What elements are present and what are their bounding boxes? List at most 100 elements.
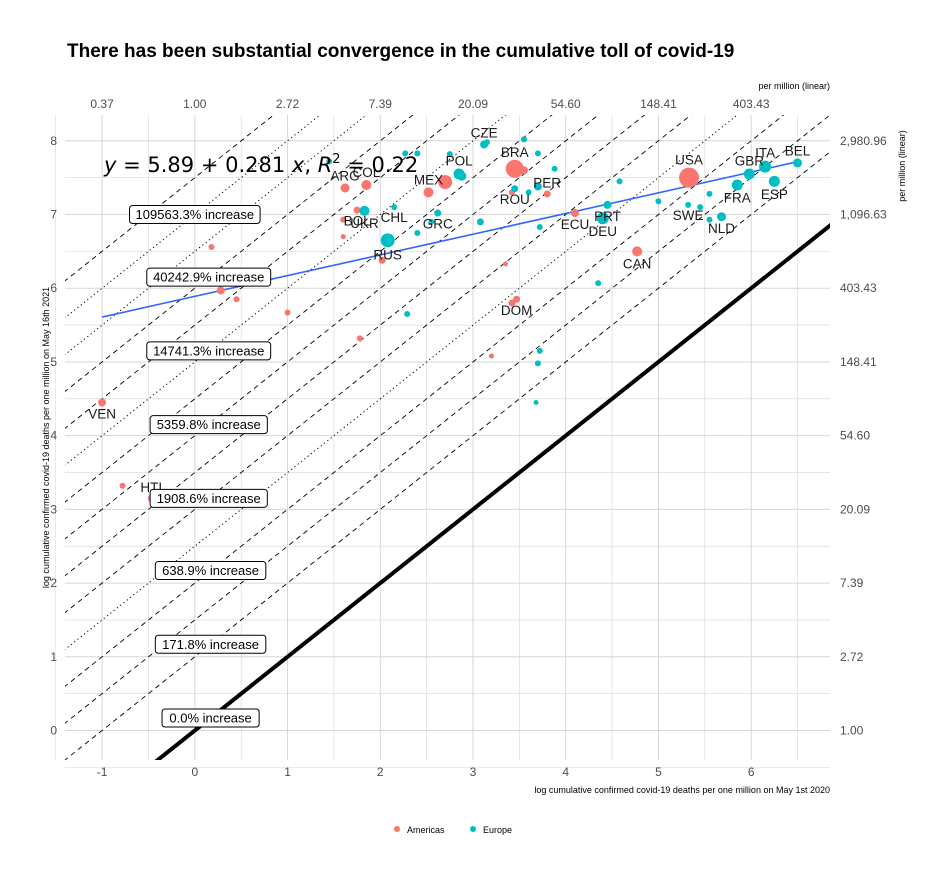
increase-label-box [154, 634, 267, 654]
data-points [98, 136, 803, 502]
point-label: ITA [755, 146, 775, 161]
increase-label: 40242.9% increase [146, 267, 272, 287]
point-label: ROU [500, 192, 530, 207]
y2-axis-label: per million (linear) [897, 130, 907, 202]
data-point [679, 167, 700, 188]
reference-line [65, 115, 692, 614]
y-axis-label: log cumulative confirmed covid-19 deaths… [41, 287, 51, 588]
data-point [476, 218, 484, 226]
x2-tick-label: 403.43 [733, 97, 770, 111]
data-point [98, 398, 107, 407]
data-point [359, 205, 370, 216]
point-label: RUS [373, 247, 402, 262]
data-point [697, 204, 704, 211]
x2-tick-label: 7.39 [369, 97, 393, 111]
chart-title: There has been substantial convergence i… [67, 41, 734, 62]
increase-label: 638.9% increase [154, 561, 267, 581]
data-point [533, 182, 542, 191]
x-tick-label: 1 [284, 765, 291, 779]
data-point [391, 204, 398, 211]
point-label: DEU [589, 224, 618, 239]
reference-line [65, 115, 739, 651]
data-point [502, 261, 508, 267]
point-label: CZE [471, 125, 498, 140]
data-point [520, 166, 528, 175]
reference-line [65, 115, 785, 687]
increase-label: 1908.6% increase [149, 488, 268, 508]
data-point [378, 256, 386, 264]
x2-tick-label: 54.60 [551, 97, 581, 111]
point-label: DOM [501, 303, 533, 318]
reference-line [65, 115, 275, 282]
data-point [536, 224, 543, 231]
increase-label-box [146, 341, 272, 361]
increase-label: 5359.8% increase [149, 415, 268, 435]
y2-tick-label: 148.41 [840, 355, 877, 369]
legend-label: Americas [407, 825, 445, 835]
increase-label-text: 638.9% increase [162, 563, 259, 578]
increase-label-text: 1908.6% increase [157, 491, 261, 506]
eq-comma: , [304, 153, 317, 177]
x2-tick-label: 2.72 [276, 97, 300, 111]
data-point [361, 180, 372, 191]
data-point [340, 234, 346, 240]
increase-label: 171.8% increase [154, 634, 267, 654]
y-tick-label: 2 [50, 576, 57, 590]
reference-line [65, 115, 646, 577]
data-point [596, 212, 609, 225]
x2-tick-label: 148.41 [640, 97, 677, 111]
increase-label-box [154, 561, 267, 581]
point-label: NLD [708, 221, 735, 236]
data-point [380, 233, 395, 248]
point-label: ECU [561, 217, 590, 232]
point-label: SWE [673, 208, 704, 223]
eq-body: = 5.89 + 0.281 [116, 153, 291, 177]
x2-axis-label: per million (linear) [758, 81, 830, 91]
point-label: GRC [423, 217, 453, 232]
data-point [768, 175, 780, 187]
increase-label-box [149, 415, 268, 435]
x-tick-label: -1 [97, 765, 108, 779]
x-tick-label: 3 [470, 765, 477, 779]
reference-line [65, 115, 414, 393]
increase-label-text: 14741.3% increase [153, 343, 264, 358]
x2-tick-label: 1.00 [183, 97, 207, 111]
data-point [717, 212, 727, 222]
legend-marker [394, 826, 400, 832]
point-label: UKR [350, 216, 379, 231]
data-point [119, 482, 126, 489]
plot-area [65, 115, 830, 760]
increase-label-text: 171.8% increase [162, 637, 259, 652]
data-point [434, 209, 442, 217]
data-point [616, 178, 623, 185]
reference-line [65, 115, 368, 356]
increase-label-text: 5359.8% increase [157, 417, 261, 432]
data-point [428, 218, 435, 225]
x-tick-label: 0 [191, 765, 198, 779]
y-tick-label: 1 [50, 650, 57, 664]
data-point [353, 206, 361, 214]
y-tick-label: 4 [50, 429, 57, 443]
data-point [731, 179, 743, 191]
data-point [284, 309, 291, 316]
eq-val: = 0.22 [341, 153, 419, 177]
point-label: FRA [724, 191, 751, 206]
legend: Americas Europe [394, 825, 512, 835]
data-point [743, 168, 755, 180]
increase-label-text: 0.0% increase [169, 710, 251, 725]
x-tick-label: 4 [562, 765, 569, 779]
data-point [404, 311, 411, 318]
eq-x: x [291, 153, 305, 177]
axes: -1 0 1 2 3 4 5 6 0 1 2 3 4 5 6 7 8 0.37 1.00 2.72 7.39 20.09 5… [41, 81, 907, 795]
data-point [655, 198, 662, 205]
point-label: PER [533, 175, 561, 190]
increase-label-box [161, 708, 260, 728]
data-point [543, 190, 551, 198]
data-point [603, 200, 612, 209]
point-label: USA [675, 153, 703, 168]
x2-tick-label: 20.09 [458, 97, 488, 111]
data-point [511, 185, 519, 193]
y2-tick-label: 7.39 [840, 576, 864, 590]
